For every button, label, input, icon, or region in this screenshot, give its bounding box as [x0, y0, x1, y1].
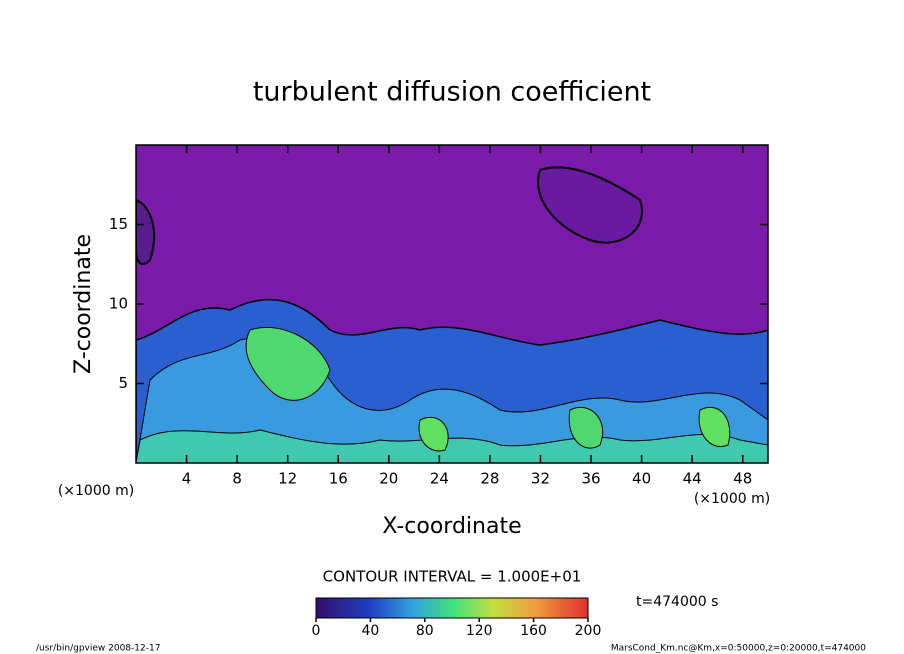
- colorbar-tick-label: 120: [466, 623, 493, 639]
- x-tick-label: 40: [632, 470, 651, 488]
- x-tick-label: 44: [683, 470, 702, 488]
- colorbar-tick-label: 200: [575, 623, 602, 639]
- x-tick-label: 48: [733, 470, 752, 488]
- colorbar-tick-label: 40: [361, 623, 379, 639]
- contour-interval: CONTOUR INTERVAL = 1.000E+01: [323, 568, 582, 586]
- x-tick-label: 28: [480, 470, 499, 488]
- x-tick-label: 24: [430, 470, 449, 488]
- colorbar-tick-label: 0: [312, 623, 321, 639]
- x-tick-label: 4: [182, 470, 192, 488]
- x-tick-label: 36: [581, 470, 600, 488]
- x-tick-label: 32: [531, 470, 550, 488]
- colorbar: [315, 597, 589, 619]
- footer-right: MarsCond_Km.nc@Km,x=0:50000,z=0:20000,t=…: [611, 644, 866, 654]
- y-tick-label: 15: [109, 215, 128, 233]
- footer-left: /usr/bin/gpview 2008-12-17: [36, 644, 160, 654]
- time-label: t=474000 s: [636, 594, 718, 610]
- x-tick-label: 16: [329, 470, 348, 488]
- y-tick-label: 5: [118, 374, 128, 392]
- chart-title: turbulent diffusion coefficient: [253, 77, 651, 108]
- x-axis-label: X-coordinate: [382, 514, 521, 539]
- colorbar-tick-label: 80: [416, 623, 434, 639]
- y-axis-label: Z-coordinate: [71, 234, 96, 374]
- y-unit: (×1000 m): [58, 483, 134, 499]
- colorbar-tick-label: 160: [520, 623, 547, 639]
- x-unit: (×1000 m): [694, 491, 770, 507]
- y-tick-label: 10: [109, 295, 128, 313]
- x-tick-label: 12: [278, 470, 297, 488]
- contour-field: [136, 145, 768, 463]
- x-tick-label: 20: [379, 470, 398, 488]
- x-tick-label: 8: [232, 470, 242, 488]
